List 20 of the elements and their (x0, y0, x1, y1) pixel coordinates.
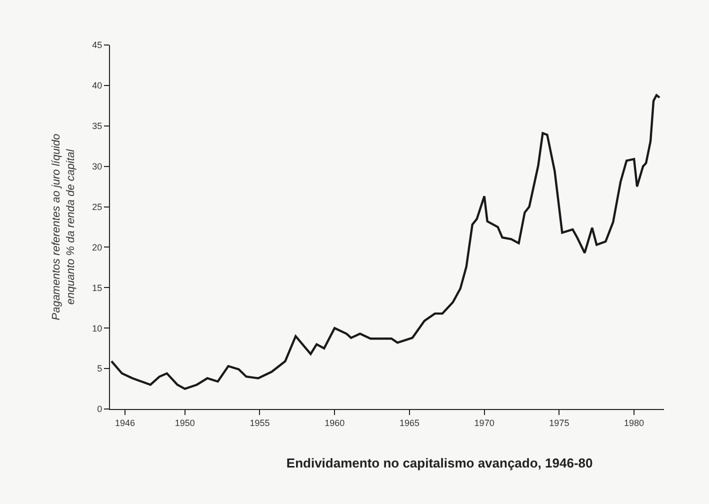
x-tick-label: 1950 (174, 418, 195, 428)
x-tick-label: 1970 (474, 418, 494, 428)
x-tick-label: 1946 (114, 418, 135, 428)
y-axis-title: Pagamentos referentes ao juro líquido enquanto % da renda de capital (50, 134, 77, 320)
x-tick-label: 1965 (399, 418, 420, 428)
y-tick-label: 5 (97, 364, 102, 374)
x-tick-label: 1975 (549, 418, 570, 428)
x-tick-label: 1955 (250, 418, 270, 428)
y-tick-label: 20 (92, 242, 102, 252)
text: Endividamento no capitalismo avançado, 1946-80 (286, 456, 593, 471)
y-tick-label: 35 (92, 121, 102, 132)
y-tick-label: 10 (92, 323, 102, 334)
y-tick-label: 40 (92, 80, 102, 91)
x-tick-label: 1980 (624, 418, 644, 428)
y-tick-label: 45 (92, 40, 102, 50)
y-tick-label: 30 (92, 161, 102, 172)
x-tick-label: 1960 (324, 418, 345, 428)
y-tick-label: 25 (92, 202, 102, 212)
y-tick-label: 0 (97, 404, 102, 414)
y-tick-label: 15 (92, 282, 102, 293)
